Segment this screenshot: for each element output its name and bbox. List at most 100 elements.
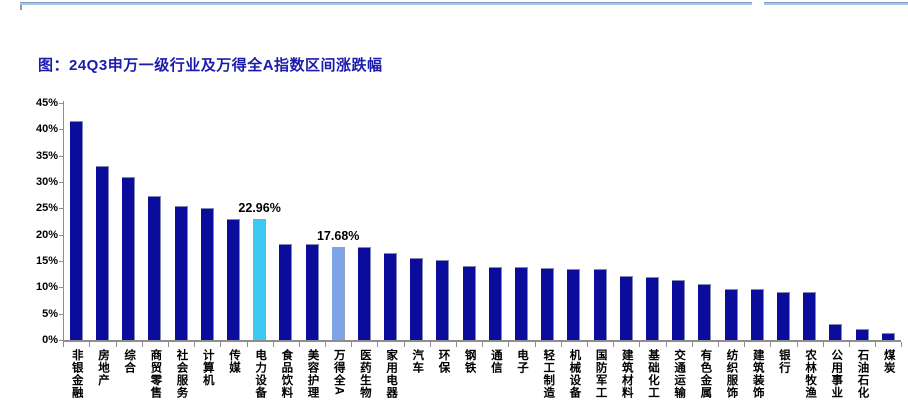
bar-银行 [776,292,790,340]
x-category-label: 煤炭 [882,349,895,374]
x-category-label: 石油石化 [856,349,869,399]
y-axis-line [63,100,64,341]
y-tick-mark [59,260,63,262]
y-tick-label: 20% [35,228,58,241]
x-tick-mark [796,342,798,347]
x-tick-mark [482,342,484,347]
x-tick-mark [403,342,405,347]
y-tick-mark [59,129,63,131]
x-category-label: 医药生物 [358,349,371,399]
bar-轻工制造 [541,268,555,340]
top-rule-left-tick [20,2,22,10]
x-category-label: 社会服务 [175,349,188,399]
bar-交通运输 [672,280,686,340]
bar-通信 [488,267,502,340]
x-tick-mark [377,342,379,347]
x-tick-mark [587,342,588,347]
bar-商贸零售 [148,196,162,340]
top-rule-segment-left [20,2,752,5]
x-category-label: 轻工制造 [542,349,555,399]
bar-建筑材料 [619,276,633,340]
x-category-label: 汽车 [411,349,424,374]
x-tick-mark [717,342,719,347]
bar-有色金属 [698,284,712,340]
x-category-label: 农林牧渔 [804,349,817,399]
x-category-label: 机械设备 [568,349,581,399]
bar-纺织服饰 [724,289,738,340]
x-tick-mark [691,342,693,347]
x-tick-mark [429,342,431,347]
y-tick-label: 25% [35,202,58,215]
x-category-label: 交通运输 [673,349,686,399]
x-category-label: 环保 [437,349,450,374]
x-category-label: 电子 [516,349,529,374]
x-tick-mark [220,342,222,347]
bar-综合 [122,177,136,340]
chart-title: 图：24Q3申万一级行业及万得全A指数区间涨跌幅 [38,57,383,74]
bar-食品饮料 [279,244,293,340]
bar-汽车 [410,258,424,340]
x-tick-mark [848,342,850,347]
x-category-label: 商贸零售 [149,349,162,399]
x-tick-mark [822,342,824,347]
x-category-label: 房地产 [96,349,109,387]
x-tick-mark [534,342,536,347]
bar-电子 [515,267,529,340]
x-tick-mark [665,342,667,347]
bar-美容护理 [305,244,319,340]
x-tick-mark [508,342,510,347]
bar-value-label: 17.68% [316,229,360,243]
x-category-label: 万得全A [332,349,345,396]
bar-房地产 [95,166,109,340]
x-category-label: 银行 [777,349,790,374]
x-tick-mark [560,342,562,347]
y-tick-label: 0% [42,334,58,346]
y-tick-mark [59,181,63,183]
x-category-label: 国防军工 [594,349,607,399]
y-tick-label: 35% [35,149,58,162]
x-tick-mark [115,342,117,347]
x-category-label: 纺织服饰 [725,349,738,399]
bar-农林牧渔 [803,292,817,340]
bar-家用电器 [384,253,398,340]
y-tick-label: 5% [42,307,58,320]
x-tick-mark [613,342,615,347]
x-tick-mark [298,342,300,347]
x-tick-mark [246,342,248,347]
y-tick-label: 15% [35,254,58,267]
y-tick-label: 40% [35,123,58,136]
bar-电力设备 [253,219,267,340]
y-tick-mark [59,287,63,289]
bar-公用事业 [829,324,843,340]
x-tick-mark [351,342,353,347]
x-tick-mark [141,342,143,347]
x-category-label: 电力设备 [254,349,267,399]
bar-计算机 [200,208,214,340]
bar-国防军工 [593,269,607,340]
bar-石油石化 [855,329,869,340]
x-tick-mark [456,342,458,347]
bar-基础化工 [645,277,659,340]
x-category-label: 建筑装饰 [751,349,764,399]
x-tick-mark [770,342,772,347]
x-tick-mark [639,342,641,347]
x-category-label: 建筑材料 [620,349,633,399]
x-tick-mark [272,342,274,347]
bar-传媒 [226,219,240,340]
x-category-label: 传媒 [227,349,240,374]
x-category-label: 综合 [123,349,136,374]
bar-社会服务 [174,206,188,340]
x-tick-mark [89,342,91,347]
x-tick-mark [194,342,196,347]
x-tick-mark [325,342,327,347]
x-category-label: 通信 [489,349,502,374]
x-tick-mark [875,342,877,347]
x-category-label: 钢铁 [463,349,476,374]
bar-非银金融 [69,121,83,340]
bar-环保 [436,260,450,340]
bar-钢铁 [462,266,476,340]
y-tick-mark [59,208,63,210]
x-category-label: 基础化工 [646,349,659,399]
bar-医药生物 [357,247,371,340]
